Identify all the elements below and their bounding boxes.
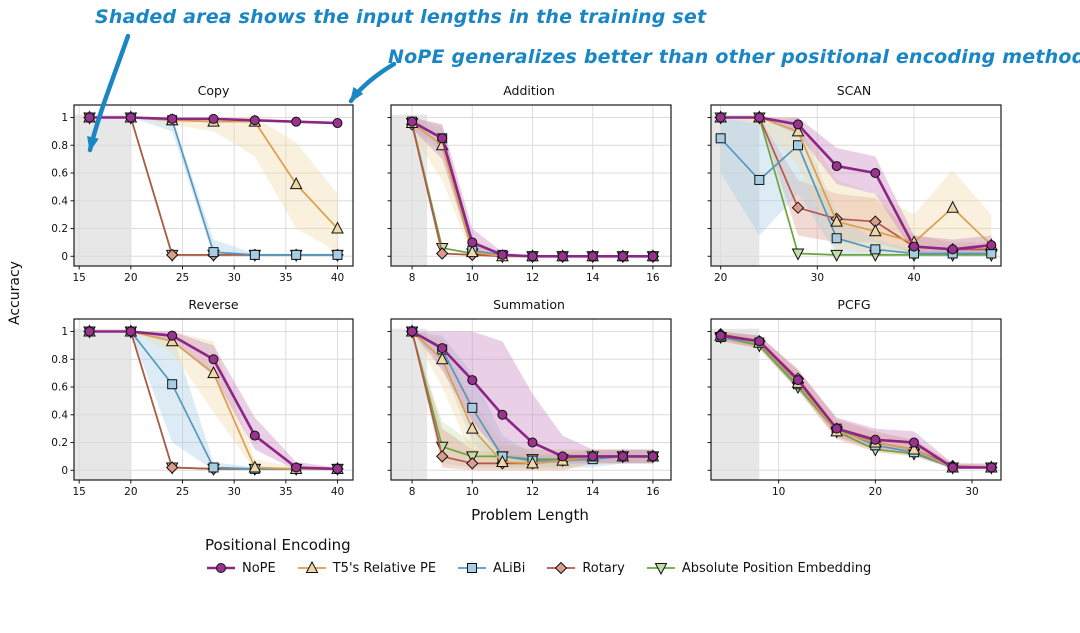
legend-item-1: T5's Relative PE — [296, 559, 436, 577]
svg-text:1: 1 — [61, 326, 68, 338]
svg-text:0.8: 0.8 — [51, 140, 68, 152]
legend-item-4: Absolute Position Embedding — [645, 559, 871, 577]
legend-item-0: NoPE — [205, 559, 276, 577]
svg-text:20: 20 — [869, 486, 882, 498]
subplot-title-addition: Addition — [503, 83, 555, 98]
svg-text:0: 0 — [61, 465, 68, 477]
svg-text:14: 14 — [586, 272, 600, 284]
svg-text:10: 10 — [466, 272, 479, 284]
svg-text:0.8: 0.8 — [51, 354, 68, 366]
subplot-pcfg: PCFG 10 20 30 — [700, 296, 1008, 506]
svg-text:10: 10 — [466, 486, 479, 498]
subplot-scan: SCAN 20 30 40 — [700, 82, 1008, 292]
svg-text:30: 30 — [811, 272, 824, 284]
svg-text:30: 30 — [227, 486, 240, 498]
subplot-canvas-addition: 8 10 12 14 16 — [387, 104, 672, 284]
legend-label: T5's Relative PE — [332, 560, 437, 576]
svg-text:0.4: 0.4 — [51, 195, 68, 207]
subplot-canvas-copy: 15 20 25 30 35 40 0 0.2 0.4 0.6 0.8 1 — [51, 104, 354, 284]
svg-text:8: 8 — [409, 486, 416, 498]
annotation-nope-generalizes: NoPE generalizes better than other posit… — [388, 46, 1080, 68]
legend-label: Rotary — [582, 560, 625, 576]
legend-item-3: Rotary — [545, 559, 625, 577]
subplot-title-copy: Copy — [197, 83, 230, 98]
legend-title: Positional Encoding — [205, 536, 351, 554]
svg-text:40: 40 — [907, 272, 920, 284]
subplot-canvas-pcfg: 10 20 30 — [707, 318, 1002, 498]
svg-text:0: 0 — [61, 251, 68, 263]
svg-text:0.4: 0.4 — [51, 409, 68, 421]
y-axis-label: Accuracy — [7, 261, 23, 325]
svg-text:35: 35 — [279, 486, 292, 498]
svg-text:20: 20 — [124, 272, 137, 284]
subplot-title-summation: Summation — [493, 297, 565, 312]
legend-label: Absolute Position Embedding — [681, 560, 872, 576]
svg-text:1: 1 — [61, 112, 68, 124]
legend: Positional Encoding NoPE T5's Relative PE… — [205, 536, 871, 577]
svg-text:10: 10 — [772, 486, 785, 498]
x-axis-label: Problem Length — [471, 506, 589, 524]
annotation-shaded-area: Shaded area shows the input lengths in t… — [95, 6, 707, 28]
svg-text:25: 25 — [176, 486, 189, 498]
svg-text:35: 35 — [279, 272, 292, 284]
subplot-canvas-summation: 8 10 12 14 16 — [387, 318, 672, 498]
svg-text:15: 15 — [72, 486, 85, 498]
svg-text:0.2: 0.2 — [51, 437, 68, 449]
subplot-canvas-scan: 20 30 40 — [707, 104, 1002, 284]
legend-marker-circle-icon — [207, 563, 235, 573]
subplot-addition: Addition 8 10 12 14 16 — [380, 82, 678, 292]
svg-text:15: 15 — [72, 272, 85, 284]
subplot-reverse: Reverse 15 20 25 30 35 40 0 0.2 0.4 0.6 0.8 1 — [40, 296, 360, 506]
legend-marker-triangle-down-icon — [646, 563, 675, 576]
legend-marker-diamond-icon — [547, 561, 576, 575]
svg-text:25: 25 — [176, 272, 189, 284]
svg-text:14: 14 — [586, 486, 600, 498]
legend-label: NoPE — [242, 560, 276, 576]
svg-text:16: 16 — [646, 486, 660, 498]
svg-text:0.6: 0.6 — [51, 382, 68, 394]
svg-text:30: 30 — [965, 486, 978, 498]
subplot-copy: Copy 15 20 25 30 35 40 0 0.2 0.4 0.6 0.8 1 — [40, 82, 360, 292]
legend-item-2: ALiBi — [456, 559, 525, 577]
subplot-title-reverse: Reverse — [188, 297, 239, 312]
svg-text:40: 40 — [331, 486, 344, 498]
svg-text:30: 30 — [227, 272, 240, 284]
svg-text:40: 40 — [331, 272, 344, 284]
subplot-title-scan: SCAN — [836, 83, 872, 98]
legend-items: NoPE T5's Relative PE ALiBi Rotary Absolute … — [205, 559, 871, 577]
legend-marker-triangle-up-icon — [297, 560, 326, 573]
svg-text:8: 8 — [409, 272, 416, 284]
subplot-title-pcfg: PCFG — [837, 297, 871, 312]
subplot-canvas-reverse: 15 20 25 30 35 40 0 0.2 0.4 0.6 0.8 1 — [51, 318, 354, 498]
svg-text:0.2: 0.2 — [51, 223, 68, 235]
svg-text:20: 20 — [714, 272, 727, 284]
legend-label: ALiBi — [493, 560, 526, 576]
svg-text:20: 20 — [124, 486, 137, 498]
svg-text:12: 12 — [526, 272, 539, 284]
subplot-summation: Summation 8 10 12 14 16 — [380, 296, 678, 506]
svg-text:16: 16 — [646, 272, 660, 284]
svg-text:12: 12 — [526, 486, 539, 498]
legend-marker-square-icon — [458, 563, 487, 573]
svg-text:0.6: 0.6 — [51, 168, 68, 180]
